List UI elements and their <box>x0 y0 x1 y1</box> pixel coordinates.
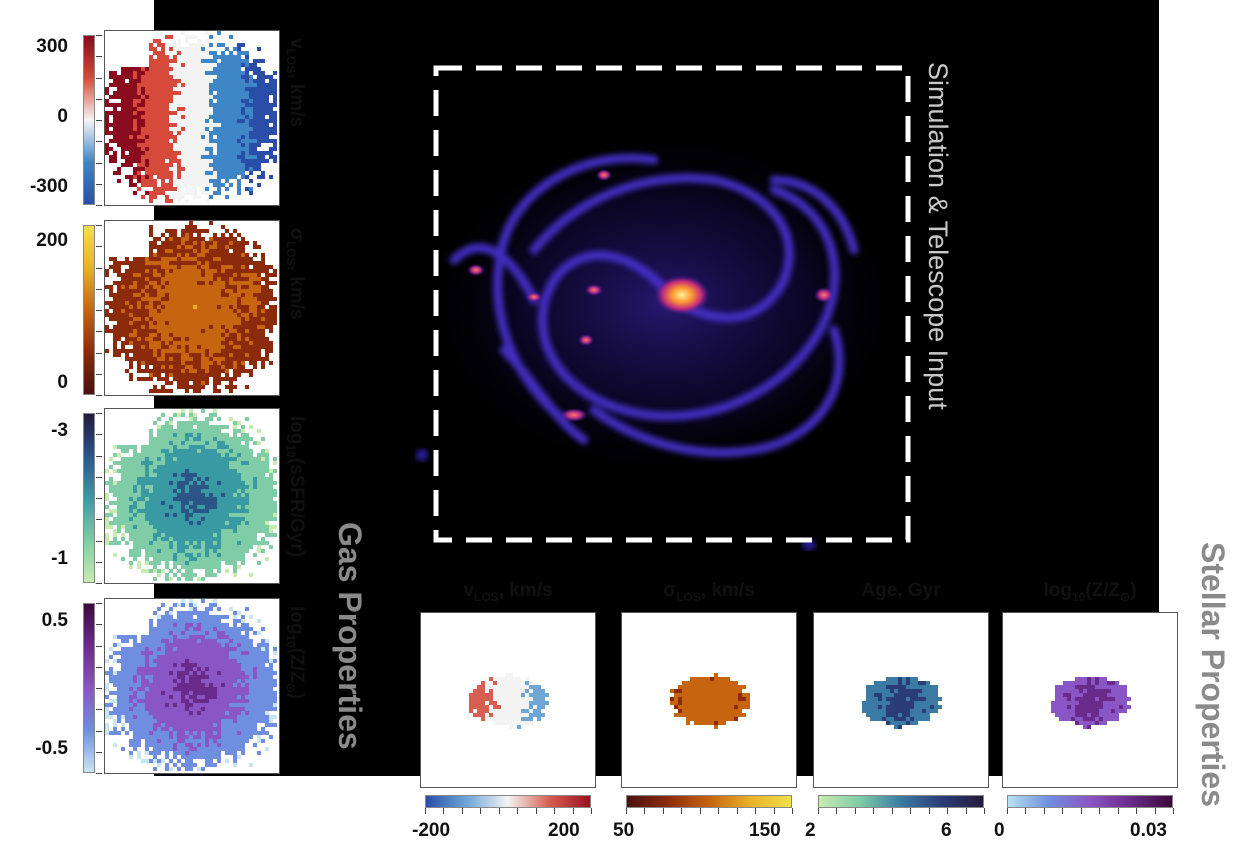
stellar-map-label: σLOS, km/s <box>663 580 755 604</box>
simulation-box <box>433 65 911 543</box>
stellar-colorbar-tick-label: 0 <box>994 820 1005 841</box>
stellar-colorbar <box>425 795 591 808</box>
stellar-map-panel <box>1002 612 1178 788</box>
gas-colorbar <box>83 603 95 773</box>
galaxy-render <box>416 65 911 550</box>
stellar-properties-title: Stellar Properties <box>1195 542 1231 807</box>
stellar-map-label: Age, Gyr <box>861 580 941 601</box>
stellar-colorbar-tick-label: -200 <box>412 820 451 841</box>
gas-properties-title: Gas Properties <box>332 522 368 750</box>
stellar-map-label: vLOS, km/s <box>463 580 553 604</box>
stellar-colorbar <box>626 795 792 808</box>
gas-colorbar-tick-label: 300 <box>36 36 68 57</box>
gas-colorbar-ticks <box>96 603 102 774</box>
gas-colorbar-ticks <box>96 413 102 584</box>
gas-colorbar <box>83 225 95 395</box>
gas-colorbar-tick-label: 0 <box>57 372 68 393</box>
stellar-colorbar-tick-label: 6 <box>941 820 952 841</box>
gas-map-panel <box>104 598 280 774</box>
stellar-colorbar-ticks <box>425 808 592 814</box>
stellar-map-panel <box>621 612 797 788</box>
stellar-colorbar-tick-label: 2 <box>805 820 816 841</box>
stellar-colorbar-tick-label: 0.03 <box>1130 820 1167 841</box>
simulation-label: Simulation & Telescope Input <box>923 62 953 410</box>
gas-colorbar <box>83 413 95 583</box>
stellar-map-panel <box>420 612 596 788</box>
gas-colorbar-tick-label: 0.5 <box>41 610 68 631</box>
stellar-map-panel <box>813 612 989 788</box>
gas-colorbar-tick-label: -300 <box>29 176 68 197</box>
gas-map-label: σLOS, km/s <box>284 228 307 320</box>
gas-map-panel <box>104 220 280 396</box>
gas-map-label: vLOS, km/s <box>284 38 307 128</box>
stellar-colorbar <box>1007 795 1173 808</box>
gas-colorbar-tick-label: -3 <box>51 420 68 441</box>
stellar-colorbar-tick-label: 200 <box>548 820 580 841</box>
stellar-colorbar <box>818 795 984 808</box>
stellar-colorbar-tick-label: 150 <box>749 820 781 841</box>
gas-map-label: log10(Z/Z⊙) <box>284 606 307 700</box>
stellar-colorbar-tick-label: 50 <box>613 820 635 841</box>
gas-colorbar-tick-label: -1 <box>51 548 68 569</box>
gas-colorbar-tick-label: 0 <box>57 106 68 127</box>
gas-colorbar <box>83 35 95 205</box>
gas-colorbar-ticks <box>96 35 102 206</box>
stellar-map-label: log10(Z/Z⊙) <box>1043 580 1137 604</box>
stellar-colorbar-ticks <box>626 808 793 814</box>
gas-map-panel <box>104 408 280 584</box>
stellar-colorbar-ticks <box>1007 808 1174 814</box>
gas-map-panel <box>104 30 280 206</box>
gas-colorbar-ticks <box>96 225 102 396</box>
gas-colorbar-tick-label: 200 <box>36 230 68 251</box>
gas-map-label: log10(sSFR/Gyr) <box>284 416 307 558</box>
gas-colorbar-tick-label: -0.5 <box>35 738 68 759</box>
stellar-colorbar-ticks <box>818 808 985 814</box>
